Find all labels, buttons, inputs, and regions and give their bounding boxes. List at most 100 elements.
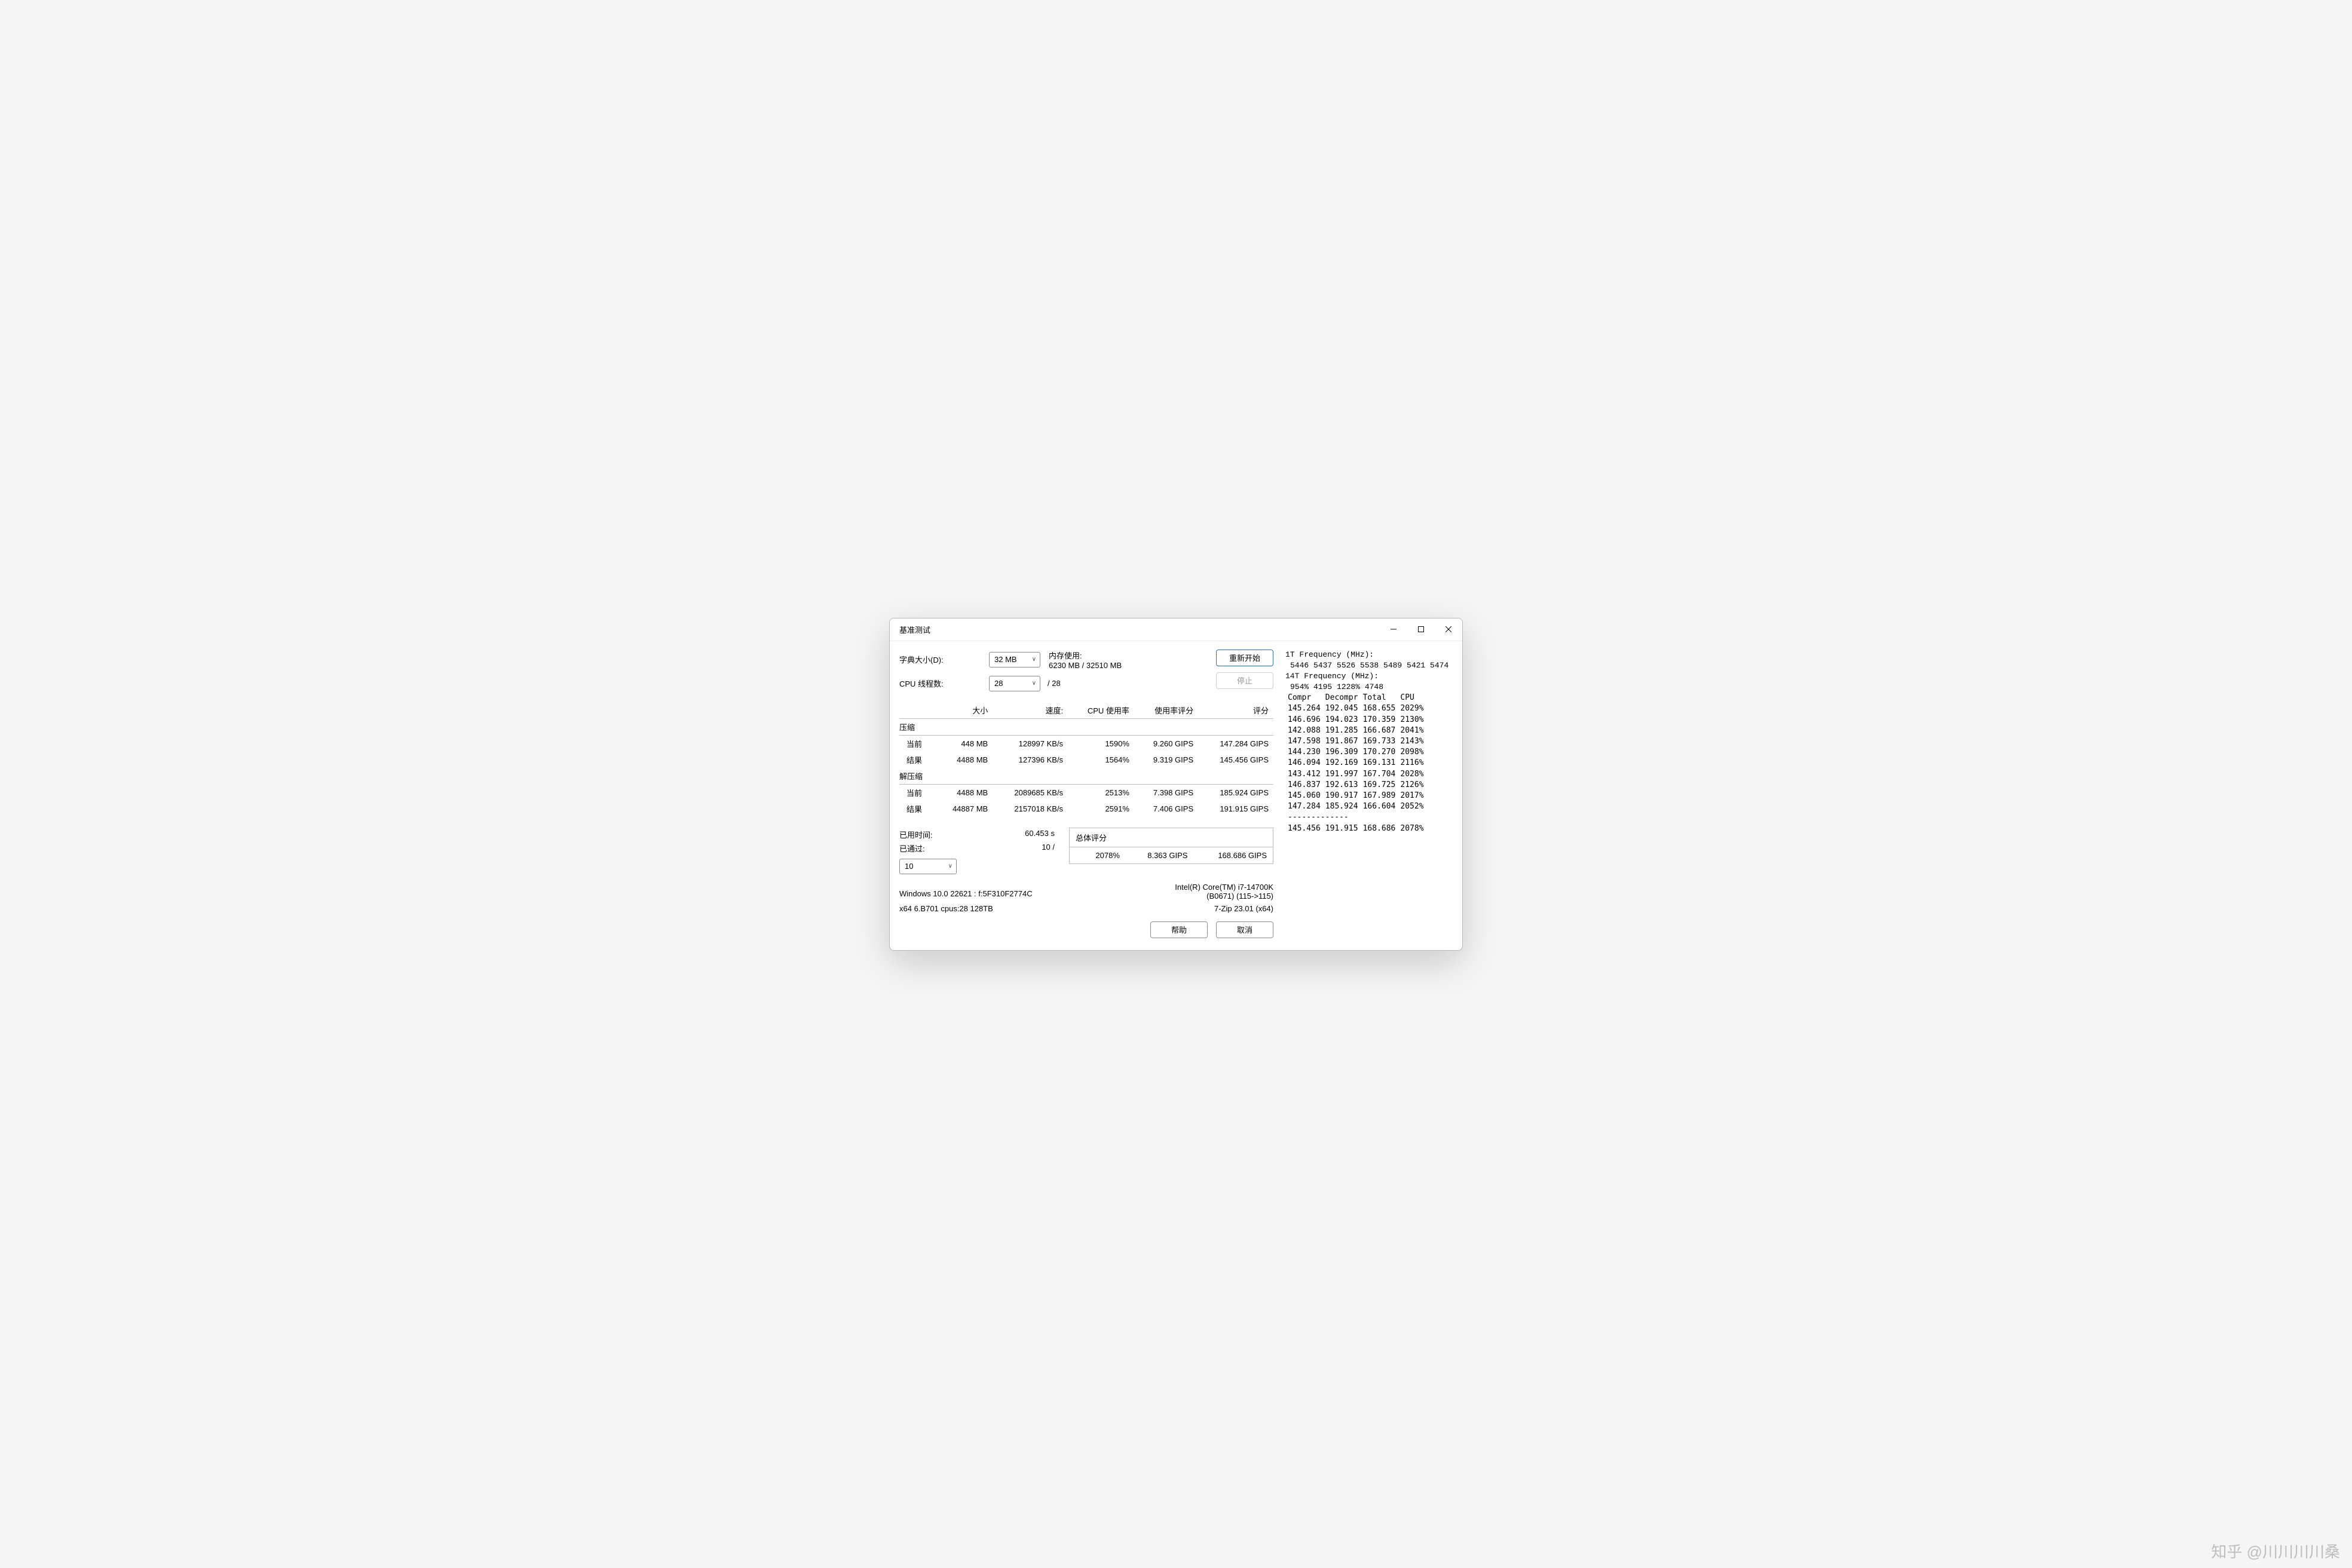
cell: 146.094 <box>1285 758 1323 768</box>
chevron-down-icon: ∨ <box>1032 680 1036 687</box>
passes-label: 已通过: <box>899 843 925 854</box>
minimize-button[interactable] <box>1380 618 1407 641</box>
stats-row: 146.837192.613169.7252126% <box>1285 780 1426 791</box>
decompress-current-row: 当前 4488 MB 2089685 KB/s 2513% 7.398 GIPS… <box>899 784 1273 801</box>
cell: 145.456 GIPS <box>1198 752 1273 768</box>
cell: 190.917 <box>1323 791 1361 801</box>
cell: 145.060 <box>1285 791 1323 801</box>
cell: 7.406 GIPS <box>1134 801 1198 817</box>
total-rating: 168.686 GIPS <box>1193 847 1273 863</box>
cell: 147.284 GIPS <box>1198 735 1273 752</box>
compress-result-row: 结果 4488 MB 127396 KB/s 1564% 9.319 GIPS … <box>899 752 1273 768</box>
results-table: 大小 速度: CPU 使用率 使用率评分 评分 压缩 当前 448 MB 128… <box>899 702 1273 817</box>
cell: 448 MB <box>935 735 993 752</box>
cell: 9.260 GIPS <box>1134 735 1198 752</box>
cell: 145.264 <box>1285 703 1323 714</box>
restart-button[interactable]: 重新开始 <box>1216 650 1273 666</box>
cell: 146.696 <box>1285 715 1323 725</box>
col-rating-usage: 使用率评分 <box>1134 702 1198 719</box>
cpu-threads-value: 28 <box>994 679 1003 688</box>
cell: 191.915 <box>1323 823 1361 834</box>
cell: 2591% <box>1068 801 1134 817</box>
cell: 168.655 <box>1361 703 1398 714</box>
elapsed-label: 已用时间: <box>899 829 933 840</box>
stats-separator: ------------- <box>1288 813 1349 822</box>
cell: 44887 MB <box>935 801 993 817</box>
cell: 191.867 <box>1323 736 1361 747</box>
dict-size-label: 字典大小(D): <box>899 654 989 665</box>
chevron-down-icon: ∨ <box>948 863 953 869</box>
cell: 196.309 <box>1323 747 1361 758</box>
cell: 185.924 GIPS <box>1198 784 1273 801</box>
cell: 191.285 <box>1323 725 1361 736</box>
cell: 166.604 <box>1361 801 1398 812</box>
cell: 2089685 KB/s <box>993 784 1068 801</box>
stats-row: 142.088191.285166.6872041% <box>1285 725 1426 736</box>
maximize-button[interactable] <box>1407 618 1435 641</box>
cpu-threads-combo[interactable]: 28 ∨ <box>989 676 1040 691</box>
cell: 2098% <box>1398 747 1426 758</box>
passes-total: 10 / <box>1042 843 1055 854</box>
os-info: Windows 10.0 22621 : f:5F310F2774C <box>899 889 1175 898</box>
stats-col-cpu: CPU <box>1398 693 1426 703</box>
col-rating: 评分 <box>1198 702 1273 719</box>
cell: 146.837 <box>1285 780 1323 791</box>
passes-value: 10 <box>905 862 913 871</box>
stats-col-decompr: Decompr <box>1323 693 1361 703</box>
freq1-label: 1T Frequency (MHz): <box>1285 650 1453 660</box>
chevron-down-icon: ∨ <box>1032 656 1036 663</box>
stats-row: 147.598191.867169.7332143% <box>1285 736 1426 747</box>
elapsed-value: 60.453 s <box>1025 829 1055 840</box>
right-panel: 1T Frequency (MHz): 5446 5437 5526 5538 … <box>1285 650 1453 938</box>
cell: 169.131 <box>1361 758 1398 768</box>
cell: 4488 MB <box>935 752 993 768</box>
cancel-button[interactable]: 取消 <box>1216 921 1273 938</box>
cell: 2126% <box>1398 780 1426 791</box>
cell: 194.023 <box>1323 715 1361 725</box>
stats-col-compr: Compr <box>1285 693 1323 703</box>
memory-usage-label: 内存使用: <box>1049 651 1082 660</box>
cell: 2041% <box>1398 725 1426 736</box>
stop-button[interactable]: 停止 <box>1216 672 1273 689</box>
passes-combo[interactable]: 10 ∨ <box>899 859 957 874</box>
dict-size-combo[interactable]: 32 MB ∨ <box>989 652 1040 667</box>
cell: 2116% <box>1398 758 1426 768</box>
cell: 170.270 <box>1361 747 1398 758</box>
help-button[interactable]: 帮助 <box>1150 921 1208 938</box>
stats-row: 146.094192.169169.1312116% <box>1285 758 1426 768</box>
stats-summary-row: 145.456 191.915 168.686 2078% <box>1285 823 1426 834</box>
titlebar[interactable]: 基准测试 <box>890 618 1462 641</box>
stats-row: 143.412191.997167.7042028% <box>1285 769 1426 780</box>
cell: 191.915 GIPS <box>1198 801 1273 817</box>
stats-row: 145.264192.045168.6552029% <box>1285 703 1426 714</box>
cell: 2513% <box>1068 784 1134 801</box>
watermark: 知乎 @川川川川桑 <box>2211 1540 2340 1562</box>
cell: 4488 MB <box>935 784 993 801</box>
stats-row: 145.060190.917167.9892017% <box>1285 791 1426 801</box>
freq1-values: 5446 5437 5526 5538 5489 5421 5474 <box>1285 660 1453 671</box>
cell: 169.725 <box>1361 780 1398 791</box>
compress-section-label: 压缩 <box>899 718 1273 735</box>
close-button[interactable] <box>1435 618 1462 641</box>
row-label: 当前 <box>899 784 935 801</box>
content: 字典大小(D): 32 MB ∨ 内存使用: 6230 MB / 32510 M… <box>890 641 1462 950</box>
cell: 2052% <box>1398 801 1426 812</box>
cell: 192.613 <box>1323 780 1361 791</box>
cell: 2078% <box>1398 823 1426 834</box>
arch-info: x64 6.B701 cpus:28 128TB <box>899 904 1175 913</box>
cell: 192.169 <box>1323 758 1361 768</box>
cpu-threads-label: CPU 线程数: <box>899 678 989 689</box>
cpu-threads-total: / 28 <box>1048 679 1061 688</box>
cell: 145.456 <box>1285 823 1323 834</box>
cell: 1564% <box>1068 752 1134 768</box>
cell: 2017% <box>1398 791 1426 801</box>
summary-left: 已用时间: 60.453 s 已通过: 10 / 10 ∨ <box>899 828 1055 874</box>
cell: 2029% <box>1398 703 1426 714</box>
decompress-section-label: 解压缩 <box>899 768 1273 785</box>
col-size: 大小 <box>935 702 993 719</box>
cpu-stepping: (B0671) (115->115) <box>1175 892 1273 901</box>
cell: 143.412 <box>1285 769 1323 780</box>
stats-table: Compr Decompr Total CPU 145.264192.04516… <box>1285 693 1426 834</box>
benchmark-window: 基准测试 字典大小(D): 32 MB ∨ 内存使用: 6230 <box>889 618 1463 951</box>
freq14-values: 954% 4195 1228% 4748 <box>1285 682 1453 693</box>
